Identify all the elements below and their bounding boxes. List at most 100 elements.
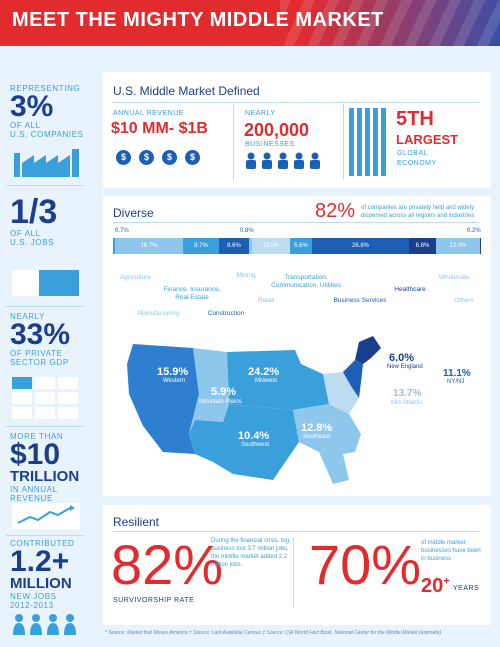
private-pct: 82%	[315, 200, 356, 222]
stat-value: MILLION	[10, 575, 72, 592]
rank-sub: GLOBAL	[397, 150, 429, 157]
stat-label: CONTRIBUTED	[10, 539, 75, 548]
stat-jobs: 1/3 OF ALL U.S. JOBS	[10, 195, 105, 247]
industry-label-healthcare: Healthcare	[394, 286, 426, 293]
stat-label: NEW JOBS	[10, 592, 57, 601]
map-pct-nynj: 11.1%	[443, 368, 471, 379]
stat-label: OF PRIVATE	[10, 349, 63, 358]
sidebar: REPRESENTING 3% OF ALL U.S. COMPANIES 1/…	[0, 60, 95, 647]
bar-segment-retail: 12.0%	[252, 238, 290, 254]
divider	[113, 222, 479, 223]
industry-label-business: Business Services	[333, 297, 387, 304]
people-icon	[13, 614, 76, 635]
industry-label-mining: Mining	[236, 272, 256, 279]
crisis-text: During the financial crisis, big busines…	[211, 538, 290, 568]
years-plus: +	[443, 575, 450, 588]
divider	[6, 426, 84, 427]
gdp-grid-icon	[12, 377, 78, 419]
bar-segment-manufacturing: 16.7%	[115, 238, 183, 254]
map-region-nynj	[343, 360, 363, 398]
stat-label: 2012-2013	[10, 601, 54, 610]
footnote: * Source: Market that Moves America † So…	[105, 630, 442, 636]
bar-segment-finance: 8.7%	[183, 238, 219, 254]
defined-panel: U.S. Middle Market Defined ANNUAL REVENU…	[103, 72, 491, 188]
private-text: of companies are privately held and wide…	[361, 205, 475, 219]
stat-label: OF ALL	[10, 121, 41, 130]
industry-label-wholesale: Wholesale	[438, 274, 470, 281]
map-pct-midwest: 24.2%	[248, 366, 280, 378]
resilient-panel: Resilient 82% During the financial crisi…	[103, 505, 491, 625]
economy-bars-icon	[349, 108, 386, 176]
stat-label: U.S. COMPANIES	[10, 130, 84, 139]
divider	[113, 531, 479, 532]
bar-segment-transport: 5.6%	[290, 238, 312, 254]
stat-label: SECTOR GDP	[10, 358, 69, 367]
map-pct-southeast: 12.8%	[301, 422, 333, 434]
bar-segment-construction: 8.6%	[219, 238, 249, 254]
industry-label-agriculture: Agriculture	[119, 274, 152, 281]
stat-companies: REPRESENTING 3% OF ALL U.S. COMPANIES	[10, 84, 105, 139]
bar-segment-mining	[249, 238, 252, 254]
industry-label-manufacturing: Manufacturing	[137, 310, 180, 317]
stat-value: 1.2+	[10, 545, 70, 578]
bar-segment-business: 26.8%	[312, 238, 409, 254]
dollar-coin-icon: $	[162, 150, 177, 165]
industry-label-retail: Retail	[257, 297, 275, 304]
dollar-coin-icon: $	[116, 150, 131, 165]
revenue-value: $10 MM- $1B	[111, 120, 208, 137]
stat-value: $10	[10, 438, 61, 471]
divider	[113, 102, 479, 103]
divider	[6, 535, 84, 536]
stat-label: NEARLY	[10, 312, 46, 321]
map-region-western	[127, 344, 199, 454]
map-label-midwest: Midwest	[255, 378, 278, 384]
longevity-pct: 70%	[309, 533, 422, 596]
business-people-icon	[246, 152, 320, 169]
map-label-nynj: NY/NJ	[447, 379, 465, 385]
map-pct-newengland: 6.0%	[389, 352, 415, 364]
factory-icon	[14, 149, 79, 177]
divider	[233, 104, 234, 180]
map-label-southwest: Southwest	[241, 442, 270, 448]
stat-label: U.S. JOBS	[10, 238, 55, 247]
years-value: 20+	[421, 575, 450, 598]
stat-label: REVENUE	[10, 494, 53, 503]
dollar-coin-icon: $	[185, 150, 200, 165]
businesses-label: NEARLY	[245, 110, 276, 117]
bar-segment-wholesale: 13.0%	[436, 238, 480, 254]
map-region-southwest	[189, 404, 299, 480]
divider	[6, 185, 84, 186]
diverse-panel: Diverse 82% of companies are privately h…	[103, 196, 491, 496]
stat-label: MORE THAN	[10, 432, 64, 441]
rank-sub: ECONOMY	[397, 160, 437, 167]
stat-value: 33%	[10, 318, 71, 351]
rank-largest: LARGEST	[396, 132, 459, 147]
stat-value: TRILLION	[10, 468, 80, 485]
businesses-value: 200,000	[244, 120, 310, 140]
bar-segment-others	[480, 238, 481, 254]
industry-label-others: Others	[454, 297, 474, 304]
map-region-midwest	[227, 350, 329, 410]
jobs-block-white	[12, 270, 39, 296]
jobs-block-blue	[39, 270, 79, 296]
dollar-coin-icon: $	[139, 150, 154, 165]
section-title: U.S. Middle Market Defined	[113, 84, 260, 98]
survivorship-pct: 82%	[111, 533, 224, 596]
map-pct-western: 15.9%	[157, 366, 189, 378]
map-pct-southwest: 10.4%	[238, 430, 270, 442]
map-label-southeast: Southeast	[303, 434, 331, 440]
map-region-newengland	[355, 336, 381, 364]
businesses-sub: BUSINESSES	[245, 141, 295, 148]
stat-revenue: MORE THAN $10 TRILLION IN ANNUAL REVENUE	[10, 432, 105, 503]
map-region-midatlantic	[323, 372, 359, 414]
stat-new-jobs: CONTRIBUTED 1.2+ MILLION NEW JOBS 2012-2…	[10, 539, 105, 610]
page-title: MEET THE MIGHTY MIDDLE MARKET	[12, 9, 384, 31]
rank-value: 5TH	[396, 108, 434, 130]
years-number: 20	[421, 575, 444, 597]
industry-label-finance: Finance, Insurance, Real Estate	[163, 286, 221, 301]
map-pct-mountain: 5.9%	[211, 386, 237, 398]
trend-up-icon	[12, 503, 80, 529]
survivorship-label: SURVIVORSHIP RATE	[113, 597, 195, 604]
stat-label: REPRESENTING	[10, 84, 81, 93]
us-map	[127, 336, 381, 484]
